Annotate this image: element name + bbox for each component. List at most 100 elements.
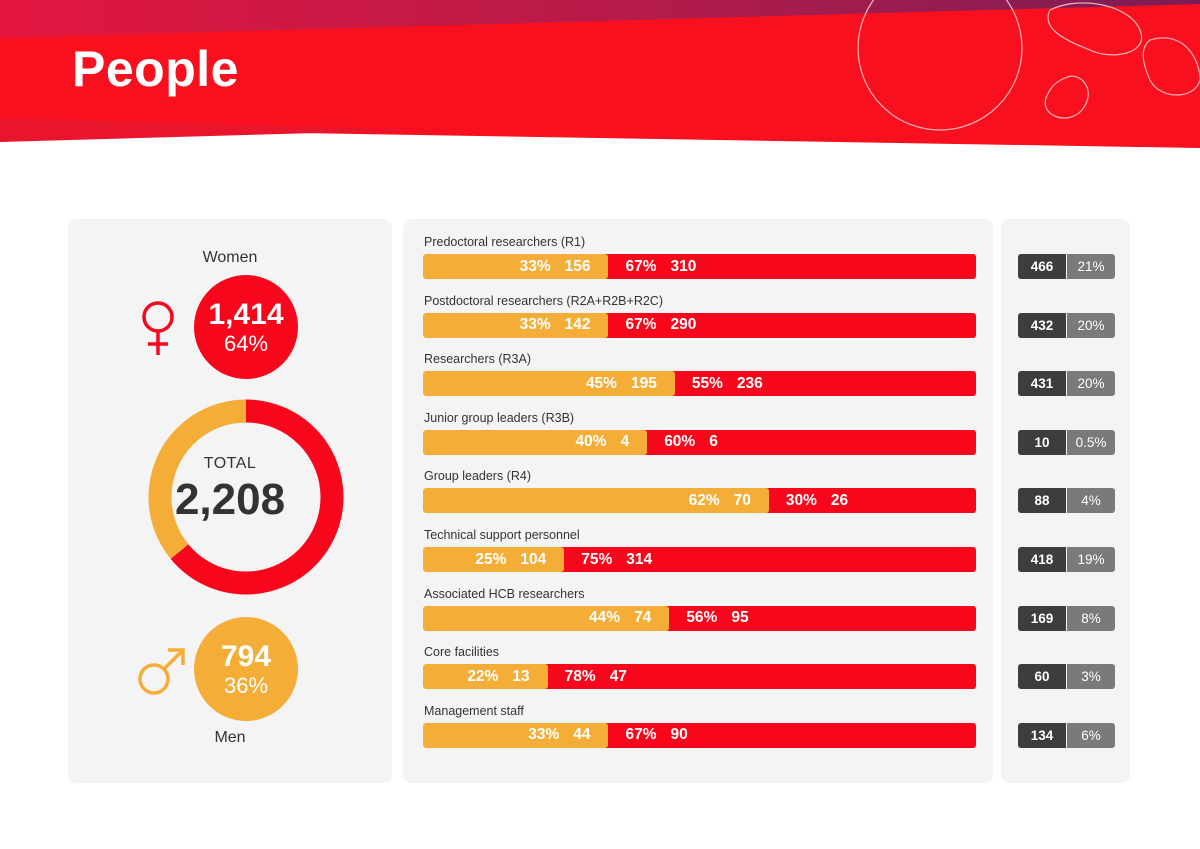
category-row: Technical support personnel 25% 104 75% 314 xyxy=(423,528,976,580)
bar-segment-men: 33% 44 xyxy=(423,722,609,748)
women-count-label: 6 xyxy=(709,433,718,451)
stacked-bar: 25% 104 75% 314 xyxy=(423,547,976,572)
women-count-label: 90 xyxy=(670,726,688,744)
category-total: 432 20% xyxy=(1018,312,1115,338)
women-count-label: 95 xyxy=(731,609,749,627)
gender-summary-panel: Women 1,414 64% TOTAL 2,208 794 36% Men xyxy=(68,219,392,783)
category-label: Core facilities xyxy=(424,645,500,660)
women-percent-label: 55% xyxy=(691,374,723,392)
women-count-label: 26 xyxy=(830,491,849,509)
bar-segment-men: 62% 70 xyxy=(423,488,769,514)
header-banner: People xyxy=(0,0,1200,160)
women-count-label: 314 xyxy=(626,550,653,568)
total-value: 2,208 xyxy=(174,475,286,524)
category-total: 10 0.5% xyxy=(1018,429,1115,455)
category-total-percent: 6% xyxy=(1067,722,1115,748)
category-total-percent: 8% xyxy=(1067,605,1115,631)
men-percent-label: 40% xyxy=(575,433,607,451)
men-count-label: 195 xyxy=(630,374,657,392)
women-percent: 64% xyxy=(223,331,269,356)
male-symbol-icon xyxy=(138,648,185,695)
category-label: Researchers (R3A) xyxy=(424,352,531,367)
category-total: 418 19% xyxy=(1018,547,1115,572)
category-total-percent: 19% xyxy=(1067,547,1115,572)
category-total: 88 4% xyxy=(1018,488,1115,514)
category-total-percent: 4% xyxy=(1067,488,1115,514)
female-symbol-icon xyxy=(142,301,174,355)
category-row: Predoctoral researchers (R1) 33% 156 67% 310 xyxy=(423,235,976,287)
bar-segment-women: 75% 314 xyxy=(561,547,976,572)
category-label: Associated HCB researchers xyxy=(424,586,585,601)
men-label: Men xyxy=(214,729,246,746)
category-bars-panel: Predoctoral researchers (R1) 33% 156 67% 310… xyxy=(403,219,993,783)
men-count: 794 xyxy=(220,640,272,673)
men-count-label: 70 xyxy=(733,491,751,509)
category-total-count: 169 xyxy=(1018,605,1066,631)
category-total: 60 3% xyxy=(1018,664,1115,690)
women-percent-label: 56% xyxy=(686,609,718,627)
women-percent-label: 78% xyxy=(564,667,596,685)
men-percent-label: 44% xyxy=(589,609,621,627)
women-count-label: 290 xyxy=(670,316,697,334)
category-total-count: 418 xyxy=(1018,547,1066,572)
men-percent-label: 33% xyxy=(519,316,551,334)
men-percent-label: 33% xyxy=(519,257,551,275)
category-total-percent: 20% xyxy=(1067,371,1115,397)
category-totals-panel: 466 21% 432 20% 431 20% 10 0.5% 88 4% 418 19% 169 8% 6… xyxy=(1001,219,1130,783)
category-total-percent: 20% xyxy=(1067,312,1115,338)
men-percent-label: 22% xyxy=(467,667,499,685)
bar-segment-women: 67% 310 xyxy=(605,254,976,279)
women-count: 1,414 xyxy=(208,298,284,331)
women-percent-label: 60% xyxy=(664,433,696,451)
donut-slice-men xyxy=(148,399,344,595)
bar-segment-men: 25% 104 xyxy=(423,547,565,572)
men-count-label: 13 xyxy=(512,667,530,685)
stacked-bar: 33% 142 67% 290 xyxy=(423,312,976,338)
men-count-label: 4 xyxy=(620,433,630,451)
category-label: Technical support personnel xyxy=(424,528,580,542)
women-percent-label: 75% xyxy=(581,550,613,568)
stacked-bar: 62% 70 30% 26 xyxy=(423,488,976,514)
bar-segment-men: 22% 13 xyxy=(423,664,548,690)
women-percent-label: 67% xyxy=(625,257,657,275)
category-label: Predoctoral researchers (R1) xyxy=(424,235,586,249)
men-count-label: 156 xyxy=(564,257,591,275)
women-percent-label: 67% xyxy=(625,316,657,334)
category-total-count: 60 xyxy=(1018,664,1066,690)
category-total-count: 431 xyxy=(1018,371,1066,397)
bar-segment-men: 33% 142 xyxy=(423,312,609,338)
category-label: Group leaders (R4) xyxy=(424,469,531,484)
category-row: Group leaders (R4) 62% 70 30% 26 xyxy=(423,469,976,521)
women-count-label: 236 xyxy=(736,374,763,392)
category-total-percent: 21% xyxy=(1067,254,1115,279)
men-count-label: 44 xyxy=(573,726,591,744)
header-background xyxy=(0,0,1200,148)
total-label: TOTAL xyxy=(203,455,257,472)
women-percent-label: 67% xyxy=(625,726,657,744)
bar-segment-women: 56% 95 xyxy=(666,605,976,631)
stacked-bar: 40% 4 60% 6 xyxy=(423,429,976,455)
stacked-bar: 33% 44 67% 90 xyxy=(423,722,976,748)
men-count-label: 104 xyxy=(520,550,547,568)
men-count-label: 142 xyxy=(564,316,591,334)
category-row: Researchers (R3A) 45% 195 55% 236 xyxy=(423,352,976,404)
category-row: Junior group leaders (R3B) 40% 4 60% 6 xyxy=(423,411,976,463)
bar-segment-women: 78% 47 xyxy=(544,664,976,690)
category-total-count: 88 xyxy=(1018,488,1066,514)
men-percent: 36% xyxy=(223,673,269,698)
bar-segment-men: 44% 74 xyxy=(423,605,670,631)
category-label: Junior group leaders (R3B) xyxy=(424,410,575,425)
bar-segment-women: 55% 236 xyxy=(671,371,976,397)
total-donut-chart xyxy=(148,399,344,595)
bar-segment-women: 30% 26 xyxy=(765,488,976,514)
category-total: 466 21% xyxy=(1018,254,1115,279)
category-total-count: 134 xyxy=(1018,722,1066,748)
men-bubble: 794 36% xyxy=(194,617,298,721)
men-percent-label: 33% xyxy=(528,726,560,744)
category-total: 134 6% xyxy=(1018,722,1115,748)
bar-segment-men: 33% 156 xyxy=(423,254,609,279)
stacked-bar: 33% 156 67% 310 xyxy=(423,254,976,279)
category-label: Postdoctoral researchers (R2A+R2B+R2C) xyxy=(424,293,663,308)
bar-segment-women: 60% 6 xyxy=(644,429,976,455)
category-row: Management staff 33% 44 67% 90 xyxy=(423,704,976,756)
